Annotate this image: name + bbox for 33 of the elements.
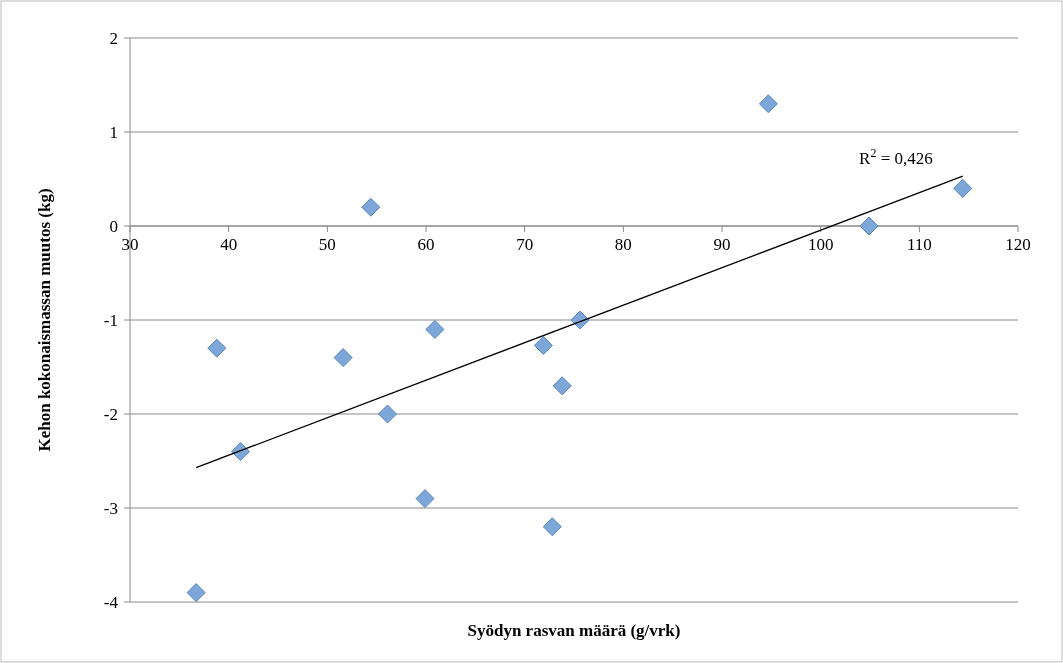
x-tick-label: 40	[220, 235, 238, 254]
x-tick-label: 60	[417, 235, 435, 254]
point	[542, 517, 562, 537]
point	[333, 348, 353, 368]
x-tick-label: 50	[318, 235, 336, 254]
y-tick-label: -4	[103, 592, 119, 612]
annotation: R$^{2}$ = 0,426	[859, 146, 933, 169]
x-tick-label: 100	[807, 235, 834, 254]
x-tick-label: 80	[614, 235, 632, 254]
y-tick-label: 1	[109, 122, 118, 142]
point	[186, 583, 206, 603]
point	[425, 319, 445, 339]
x-tick-label: 110	[906, 235, 932, 254]
point	[533, 335, 553, 355]
y-tick-label: -3	[103, 498, 118, 518]
point	[415, 489, 435, 509]
x-tick-label: 70	[516, 235, 534, 254]
x-tick-label: 120	[1005, 235, 1031, 254]
point	[552, 376, 572, 396]
y-tick-label: -2	[103, 404, 118, 424]
x-tick-label: 30	[121, 235, 139, 254]
point	[207, 338, 227, 358]
x-tick-label: 90	[713, 235, 731, 254]
point	[859, 216, 879, 236]
y-tick-label: 0	[109, 216, 118, 236]
point	[361, 197, 381, 217]
point	[378, 404, 398, 424]
point	[758, 94, 778, 114]
y-tick-label: -1	[103, 310, 118, 330]
y-axis-title: Kehon kokonaismassan muutos (kg)	[35, 188, 54, 452]
point	[953, 178, 973, 198]
y-tick-label: 2	[109, 28, 118, 48]
x-axis-title: Syödyn rasvan määrä (g/vrk)	[467, 621, 681, 640]
